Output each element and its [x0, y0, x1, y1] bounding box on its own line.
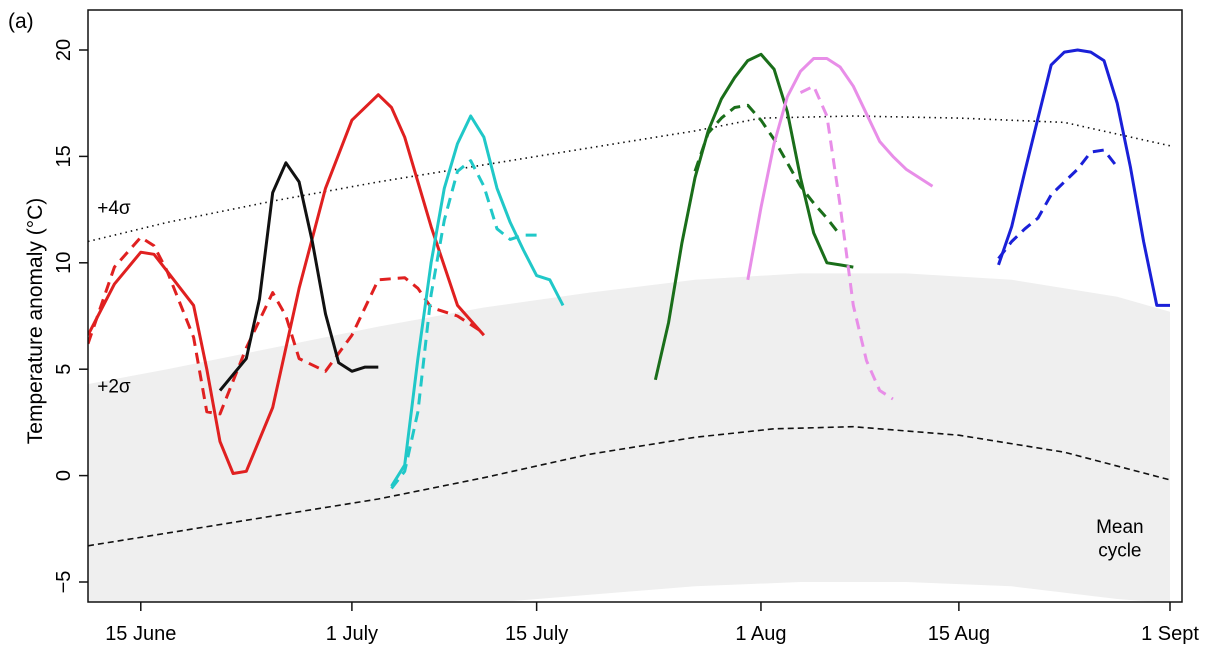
x-tick-label-5: 1 Sept [1141, 623, 1199, 645]
sigma-band [88, 273, 1170, 602]
reference-line-0 [88, 115, 1171, 243]
y-tick-label-4: 15 [53, 145, 75, 167]
y-axis-label: Temperature anomaly (°C) [24, 198, 47, 444]
axes: 15 June 1 July 15 July 1 Aug 15 Aug 1 Sept −5 0… [53, 9, 1199, 645]
series-line-9 [997, 48, 1170, 307]
y-tick-label-2: 5 [53, 364, 75, 375]
annotation-2: Mean [1096, 517, 1144, 538]
series-line-6 [693, 103, 842, 237]
y-tick-label-1: 0 [53, 470, 75, 481]
reference-lines [88, 115, 1171, 547]
series-line-0 [88, 93, 486, 475]
series-line-7 [746, 57, 934, 281]
series-line-10 [997, 148, 1119, 260]
x-tick-label-0: 15 June [105, 623, 176, 645]
x-tick-label-4: 15 Aug [928, 623, 990, 645]
annotation-3: cycle [1098, 540, 1141, 561]
x-tick-label-3: 1 Aug [735, 623, 786, 645]
series-lines [88, 48, 1170, 490]
panel-label: (a) [8, 10, 34, 33]
series-line-3 [390, 114, 565, 487]
series-line-5 [653, 52, 854, 381]
series-line-2 [218, 161, 379, 392]
y-tick-label-5: 20 [53, 39, 75, 61]
y-tick-label-3: 10 [53, 252, 75, 274]
reference-line-1 [88, 425, 1171, 547]
x-tick-label-1: 1 July [326, 623, 378, 645]
annotation-0: +4σ [97, 198, 131, 219]
sigma-band-fill [88, 273, 1170, 602]
plot-frame [87, 9, 1183, 603]
annotation-1: +2σ [97, 377, 131, 398]
series-line-8 [799, 84, 894, 401]
x-tick-label-2: 15 July [505, 623, 568, 645]
series-line-4 [390, 159, 537, 490]
y-tick-label-0: −5 [53, 571, 75, 594]
series-line-1 [88, 235, 485, 416]
